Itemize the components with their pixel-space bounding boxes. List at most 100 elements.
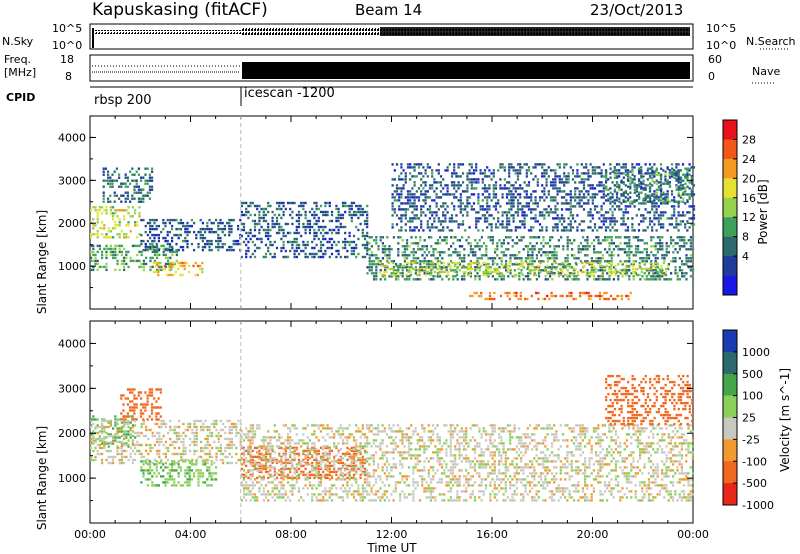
power-echo-cell: [423, 257, 426, 260]
power-echo-cell: [302, 207, 305, 211]
power-echo-cell: [408, 254, 411, 257]
power-echo-cell: [620, 194, 623, 197]
power-echo-cell: [428, 272, 431, 275]
velocity-echo-cell: [142, 472, 145, 475]
velocity-echo-cell: [120, 446, 123, 450]
power-echo-cell: [626, 260, 629, 263]
velocity-echo-cell: [103, 427, 106, 430]
power-echo-cell: [599, 266, 602, 269]
power-echo-cell: [656, 272, 659, 275]
velocity-echo-cell: [182, 422, 185, 426]
power-echo-cell: [607, 217, 610, 220]
velocity-echo-cell: [195, 469, 198, 472]
power-echo-cell: [313, 246, 316, 250]
power-echo-cell: [576, 270, 580, 274]
power-echo-cell: [661, 236, 664, 239]
power-echo-cell: [112, 206, 115, 209]
power-echo-cell: [419, 239, 422, 242]
velocity-echo-cell: [112, 442, 115, 445]
power-echo-cell: [500, 245, 503, 248]
power-echo-cell: [470, 181, 473, 184]
power-echo-cell: [622, 194, 625, 197]
power-echo-cell: [684, 175, 687, 178]
velocity-echo-cell: [136, 449, 139, 453]
power-echo-cell: [440, 270, 443, 274]
power-echo-cell: [637, 163, 641, 166]
power-echo-cell: [115, 179, 118, 182]
power-echo-cell: [433, 217, 436, 220]
power-echo-cell: [535, 273, 538, 277]
power-echo-cell: [140, 197, 143, 200]
power-echo-cell: [96, 215, 99, 218]
velocity-echo-cell: [112, 440, 115, 444]
power-echo-cell: [125, 253, 128, 257]
velocity-echo-cell: [112, 434, 115, 438]
power-echo-cell: [658, 270, 661, 274]
power-echo-cell: [90, 256, 93, 260]
power-echo-cell: [553, 248, 556, 251]
power-echo-cell: [337, 240, 340, 244]
power-echo-cell: [151, 224, 154, 228]
power-echo-cell: [469, 251, 472, 254]
power-echo-cell: [173, 218, 176, 222]
velocity-echo-cell: [169, 428, 172, 432]
power-echo-cell: [582, 245, 585, 248]
power-echo-cell: [330, 252, 334, 256]
power-echo-cell: [554, 169, 557, 172]
power-echo-cell: [492, 205, 495, 208]
power-echo-cell: [626, 211, 630, 214]
power-echo-cell: [413, 166, 416, 169]
power-echo-cell: [659, 278, 662, 281]
power-echo-cell: [611, 196, 614, 199]
power-echo-cell: [413, 229, 416, 232]
power-echo-cell: [405, 273, 408, 277]
power-echo-cell: [409, 190, 412, 193]
power-echo-cell: [553, 254, 556, 257]
power-echo-cell: [242, 225, 246, 229]
power-echo-cell: [253, 222, 257, 226]
power-echo-cell: [604, 175, 608, 178]
velocity-echo-cell: [215, 478, 218, 481]
power-echo-cell: [210, 221, 213, 225]
power-echo-cell: [494, 208, 498, 211]
power-echo-cell: [146, 239, 149, 243]
velocity-echo-cell: [233, 443, 236, 447]
power-echo-cell: [421, 254, 424, 257]
power-echo-cell: [433, 226, 436, 229]
velocity-echo-cell: [204, 460, 207, 463]
power-echo-cell: [322, 234, 325, 238]
power-echo-cell: [435, 181, 438, 184]
power-echo-cell: [145, 262, 148, 266]
power-echo-cell: [523, 205, 526, 208]
power-echo-cell: [622, 200, 625, 203]
velocity-echo-cell: [282, 452, 285, 456]
power-echo-cell: [133, 185, 136, 188]
power-echo-cell: [330, 210, 334, 214]
power-echo-cell: [363, 234, 367, 238]
velocity-echo-cell: [160, 460, 163, 463]
power-echo-cell: [385, 264, 388, 268]
velocity-echo-cell: [96, 424, 99, 427]
power-echo-cell: [446, 166, 449, 169]
power-echo-cell: [234, 242, 237, 246]
power-echo-cell: [655, 191, 658, 194]
power-echo-cell: [109, 206, 112, 209]
velocity-echo-cell: [173, 460, 176, 463]
power-echo-cell: [267, 225, 270, 229]
power-echo-cell: [432, 275, 435, 278]
power-echo-cell: [357, 228, 360, 232]
power-echo-cell: [688, 181, 691, 184]
power-echo-cell: [485, 266, 488, 269]
power-echo-cell: [223, 224, 226, 228]
power-echo-cell: [370, 269, 373, 272]
power-echo-cell: [260, 240, 263, 244]
velocity-echo-cell: [171, 475, 174, 478]
velocity-echo-cell: [129, 433, 132, 436]
power-echo-cell: [523, 217, 526, 220]
power-echo-cell: [409, 196, 412, 199]
power-echo-cell: [112, 212, 115, 215]
power-echo-cell: [424, 193, 427, 196]
velocity-echo-cell: [131, 391, 134, 394]
power-echo-cell: [597, 257, 600, 260]
power-echo-cell: [563, 184, 566, 187]
